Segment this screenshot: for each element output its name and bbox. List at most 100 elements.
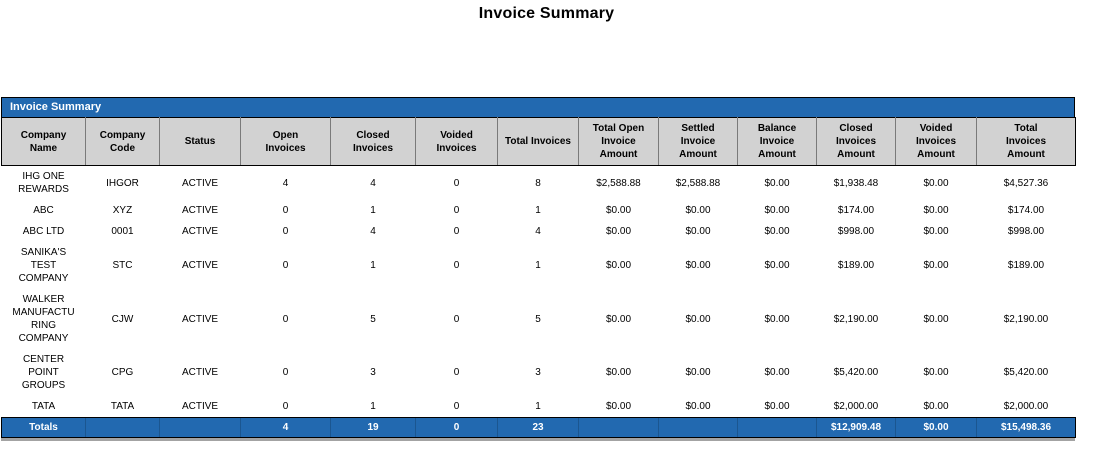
table-cell: ACTIVE <box>159 221 241 242</box>
table-cell: $0.00 <box>578 242 659 289</box>
table-cell: 1 <box>497 200 579 221</box>
table-cell: 5 <box>330 289 416 349</box>
column-header: Open Invoices <box>240 117 331 166</box>
column-header: Total Open Invoice Amount <box>578 117 659 166</box>
table-cell: $174.00 <box>976 200 1076 221</box>
table-body: IHG ONE REWARDS IHGOR ACTIVE 4 4 0 8 $2,588.88 $… <box>1 165 1076 418</box>
table-cell: 4 <box>330 165 416 200</box>
table-cell: ACTIVE <box>159 242 241 289</box>
table-totals-row: Totals 4 19 0 23 $12,909.48 $0.00 $15,498.36 <box>1 417 1076 438</box>
table-row: ABC XYZ ACTIVE 0 1 0 1 $0.00 $0.00 $0.00 $174.00 $0… <box>1 200 1076 221</box>
column-header: Company Code <box>85 117 160 166</box>
table-cell: $0.00 <box>895 396 977 418</box>
table-cell: $4,527.36 <box>976 165 1076 200</box>
table-cell: 0 <box>240 221 331 242</box>
table-cell: $0.00 <box>578 349 659 396</box>
table-cell: 1 <box>330 200 416 221</box>
table-cell: 4 <box>330 221 416 242</box>
table-cell: $998.00 <box>976 221 1076 242</box>
table-cell: 5 <box>497 289 579 349</box>
table-cell: $0.00 <box>658 396 738 418</box>
table-cell: $2,190.00 <box>976 289 1076 349</box>
table-cell: $0.00 <box>578 200 659 221</box>
totals-cell <box>578 417 659 438</box>
table-cell: $5,420.00 <box>976 349 1076 396</box>
table-cell: 0 <box>415 396 498 418</box>
table-cell: $189.00 <box>816 242 896 289</box>
table-cell: $1,938.48 <box>816 165 896 200</box>
table-banner-title: Invoice Summary <box>1 97 1075 117</box>
table-cell: ACTIVE <box>159 349 241 396</box>
table-cell: CJW <box>85 289 160 349</box>
table-cell: $0.00 <box>578 289 659 349</box>
table-cell: TATA <box>85 396 160 418</box>
table-cell: ACTIVE <box>159 165 241 200</box>
table-bottom-shadow <box>1 438 1075 441</box>
table-cell: CENTER POINT GROUPS <box>1 349 86 396</box>
totals-cell <box>159 417 241 438</box>
table-cell: $0.00 <box>895 165 977 200</box>
table-cell: $0.00 <box>737 242 817 289</box>
table-cell: $0.00 <box>895 349 977 396</box>
page-title: Invoice Summary <box>478 5 615 22</box>
table-cell: IHGOR <box>85 165 160 200</box>
table-cell: 1 <box>497 242 579 289</box>
totals-label: Totals <box>1 417 86 438</box>
table-cell: $189.00 <box>976 242 1076 289</box>
table-cell: $0.00 <box>895 289 977 349</box>
table-cell: $2,000.00 <box>816 396 896 418</box>
table-cell: ABC <box>1 200 86 221</box>
totals-cell <box>658 417 738 438</box>
table-cell: XYZ <box>85 200 160 221</box>
table-cell: 3 <box>330 349 416 396</box>
table-cell: CPG <box>85 349 160 396</box>
totals-cell: $12,909.48 <box>816 417 896 438</box>
table-header-row: Company Name Company Code Status Open Invoi… <box>1 117 1076 166</box>
totals-cell: 0 <box>415 417 498 438</box>
table-cell: $0.00 <box>737 221 817 242</box>
table-cell: $2,588.88 <box>658 165 738 200</box>
table-cell: 3 <box>497 349 579 396</box>
table-cell: 0 <box>415 165 498 200</box>
table-cell: 4 <box>497 221 579 242</box>
table-cell: $0.00 <box>895 221 977 242</box>
table-cell: STC <box>85 242 160 289</box>
table-cell: $0.00 <box>578 221 659 242</box>
column-header: Status <box>159 117 241 166</box>
table-cell: WALKER MANUFACTU RING COMPANY <box>1 289 86 349</box>
table-cell: 0 <box>240 349 331 396</box>
invoice-summary-grid: Company Name Company Code Status Open Invoi… <box>1 117 1076 438</box>
table-cell: $0.00 <box>658 349 738 396</box>
column-header: Voided Invoices Amount <box>895 117 977 166</box>
table-cell: 0 <box>240 242 331 289</box>
table-cell: $174.00 <box>816 200 896 221</box>
table-cell: SANIKA'S TEST COMPANY <box>1 242 86 289</box>
table-cell: 0 <box>415 289 498 349</box>
totals-cell <box>85 417 160 438</box>
table-cell: 0 <box>415 349 498 396</box>
table-row: TATA TATA ACTIVE 0 1 0 1 $0.00 $0.00 $0.00 $2,000.… <box>1 396 1076 418</box>
table-cell: $0.00 <box>737 349 817 396</box>
table-cell: 1 <box>497 396 579 418</box>
table-row: CENTER POINT GROUPS CPG ACTIVE 0 3 0 3 $0.00 $0.… <box>1 349 1076 396</box>
table-cell: $0.00 <box>658 242 738 289</box>
table-row: IHG ONE REWARDS IHGOR ACTIVE 4 4 0 8 $2,588.88 $… <box>1 165 1076 200</box>
totals-cell: $0.00 <box>895 417 977 438</box>
table-cell: $5,420.00 <box>816 349 896 396</box>
table-cell: TATA <box>1 396 86 418</box>
table-cell: ACTIVE <box>159 289 241 349</box>
table-row: ABC LTD 0001 ACTIVE 0 4 0 4 $0.00 $0.00 $0.00 $998… <box>1 221 1076 242</box>
column-header: Voided Invoices <box>415 117 498 166</box>
table-cell: $0.00 <box>578 396 659 418</box>
table-cell: 0 <box>240 396 331 418</box>
table-cell: 0 <box>415 242 498 289</box>
table-row: WALKER MANUFACTU RING COMPANY CJW ACTIVE 0 5… <box>1 289 1076 349</box>
column-header: Closed Invoices <box>330 117 416 166</box>
table-cell: $2,000.00 <box>976 396 1076 418</box>
table-cell: $0.00 <box>737 165 817 200</box>
table-row: SANIKA'S TEST COMPANY STC ACTIVE 0 1 0 1 $0.00 $… <box>1 242 1076 289</box>
table-cell: 0 <box>415 200 498 221</box>
table-cell: 1 <box>330 396 416 418</box>
table-cell: ACTIVE <box>159 396 241 418</box>
table-cell: ABC LTD <box>1 221 86 242</box>
